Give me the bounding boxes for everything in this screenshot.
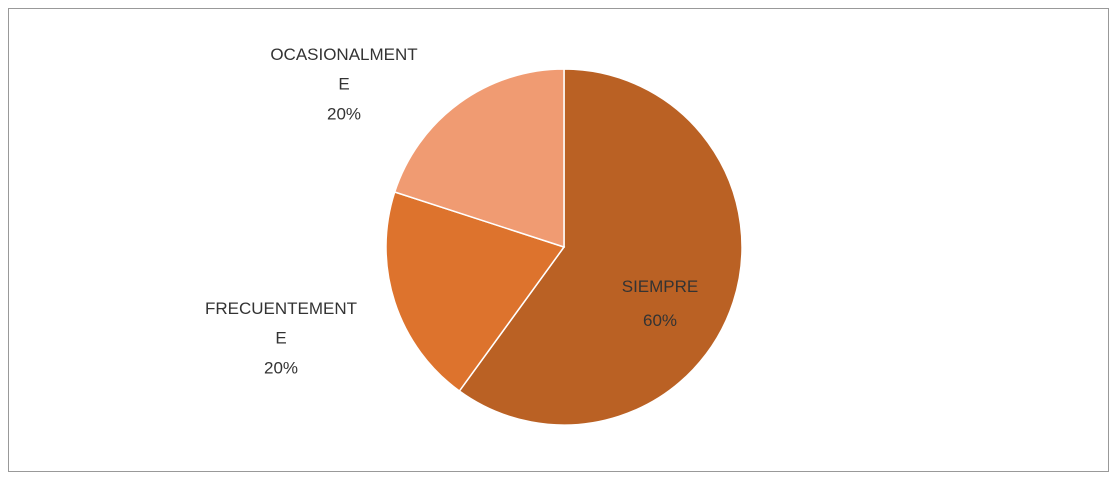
slice-label: FRECUENTEMENT E	[205, 299, 357, 348]
slice-label: OCASIONALMENT E	[270, 45, 417, 94]
pie-slice	[393, 68, 565, 249]
slice-label: SIEMPRE	[622, 277, 699, 296]
pie-slice	[458, 68, 743, 426]
slice-value-label: 20%	[327, 104, 361, 123]
slice-value-label: 60%	[643, 311, 677, 330]
pie-slice	[385, 191, 566, 393]
slice-value-label: 20%	[264, 358, 298, 377]
